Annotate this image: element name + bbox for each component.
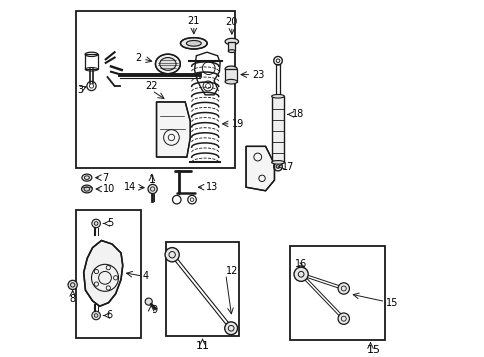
Text: 4: 4	[143, 271, 149, 281]
Polygon shape	[156, 102, 190, 157]
Text: 13: 13	[205, 182, 217, 192]
Polygon shape	[245, 146, 274, 191]
Circle shape	[293, 267, 308, 281]
Text: 3: 3	[77, 85, 83, 95]
Text: 11: 11	[195, 341, 209, 351]
Ellipse shape	[186, 40, 201, 46]
Ellipse shape	[180, 37, 207, 49]
Ellipse shape	[225, 66, 237, 72]
Bar	[85, 54, 98, 69]
Ellipse shape	[271, 95, 284, 98]
Bar	[166, 242, 239, 336]
Text: 8: 8	[70, 294, 76, 304]
Ellipse shape	[82, 174, 91, 181]
Circle shape	[68, 280, 77, 290]
Bar	[290, 246, 384, 340]
Circle shape	[91, 311, 100, 320]
Text: 23: 23	[252, 70, 264, 80]
Ellipse shape	[81, 185, 92, 193]
Polygon shape	[84, 241, 122, 306]
Text: 1: 1	[148, 175, 155, 185]
Text: 6: 6	[106, 311, 113, 321]
Text: 2: 2	[135, 53, 141, 63]
Ellipse shape	[155, 54, 180, 74]
Bar	[76, 210, 141, 338]
Text: 18: 18	[291, 109, 303, 119]
Text: 9: 9	[151, 305, 157, 315]
Circle shape	[224, 322, 237, 335]
Circle shape	[337, 283, 348, 294]
Circle shape	[148, 184, 157, 193]
Text: 16: 16	[294, 258, 307, 268]
Bar	[76, 11, 235, 168]
Circle shape	[91, 219, 100, 228]
Text: 17: 17	[281, 162, 293, 172]
Text: 10: 10	[103, 184, 115, 194]
Text: 7: 7	[102, 173, 108, 183]
Ellipse shape	[84, 187, 90, 191]
Circle shape	[165, 248, 179, 262]
Bar	[271, 96, 284, 162]
Ellipse shape	[159, 57, 176, 70]
Ellipse shape	[225, 79, 237, 84]
Circle shape	[337, 313, 348, 325]
Bar	[275, 64, 280, 96]
Text: 15: 15	[386, 298, 398, 308]
Text: 5: 5	[106, 218, 113, 228]
Bar	[225, 69, 237, 82]
Text: 19: 19	[231, 119, 243, 129]
Text: 12: 12	[226, 266, 238, 276]
Ellipse shape	[225, 38, 238, 45]
Circle shape	[145, 298, 152, 305]
Ellipse shape	[228, 50, 235, 52]
Text: 14: 14	[123, 181, 136, 191]
Bar	[228, 42, 235, 51]
Ellipse shape	[271, 161, 284, 164]
Text: 21: 21	[187, 16, 199, 26]
Text: 15: 15	[366, 345, 380, 355]
Text: 22: 22	[145, 81, 158, 91]
Text: 20: 20	[225, 17, 238, 27]
